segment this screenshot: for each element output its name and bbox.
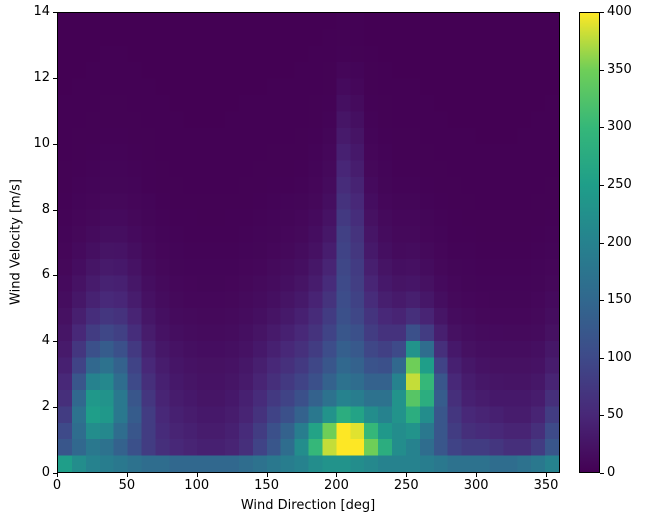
y-tick-label: 10 [33,135,50,151]
x-tick-mark [57,473,58,477]
colorbar-tick-mark [600,415,604,417]
x-axis-label: Wind Direction [deg] [240,498,376,513]
colorbar-tick-label: 50 [607,407,624,423]
x-tick-mark [126,473,128,477]
colorbar-tick-mark [600,300,604,302]
x-tick-mark [266,473,268,477]
x-tick-mark [476,473,478,477]
colorbar-tick-mark [600,473,604,474]
colorbar-tick-mark [600,357,604,359]
x-tick-label: 100 [184,478,210,493]
colorbar [579,12,600,473]
colorbar-tick-label: 250 [607,176,632,192]
x-tick-label: 200 [324,478,349,493]
colorbar-tick-mark [600,242,604,244]
colorbar-tick-label: 150 [607,291,632,307]
y-tick-label: 6 [41,267,50,283]
colorbar-tick-label: 350 [607,61,632,77]
y-tick-label: 12 [33,69,50,85]
colorbar-tick-label: 400 [607,3,632,19]
colorbar-tick-mark [600,12,604,13]
colorbar-tick-mark [600,184,604,186]
x-tick-label: 150 [254,478,279,493]
x-tick-label: 0 [52,478,62,493]
y-tick-label: 0 [41,464,50,480]
y-tick-label: 2 [41,398,50,414]
x-tick-mark [546,473,548,477]
colorbar-tick-mark [600,69,604,71]
x-tick-label: 250 [393,478,419,493]
x-tick-label: 300 [463,478,489,493]
y-axis-label: Wind Velocity [m/s] [8,179,24,305]
y-tick-label: 8 [41,201,50,217]
plot-area [57,12,560,473]
colorbar-tick-label: 300 [607,119,632,135]
colorbar-tick-label: 200 [607,234,632,250]
colorbar-tick-label: 0 [607,464,616,480]
x-tick-mark [336,473,338,477]
y-tick-mark [53,473,57,474]
x-tick-label: 50 [118,478,136,493]
y-tick-label: 14 [33,3,50,19]
colorbar-gradient [580,13,599,472]
y-tick-label: 4 [41,333,50,349]
heatmap-canvas [58,13,559,472]
colorbar-tick-mark [600,127,604,129]
x-tick-mark [406,473,408,477]
colorbar-tick-label: 100 [607,349,632,365]
x-tick-mark [196,473,198,477]
x-tick-label: 350 [533,478,559,493]
